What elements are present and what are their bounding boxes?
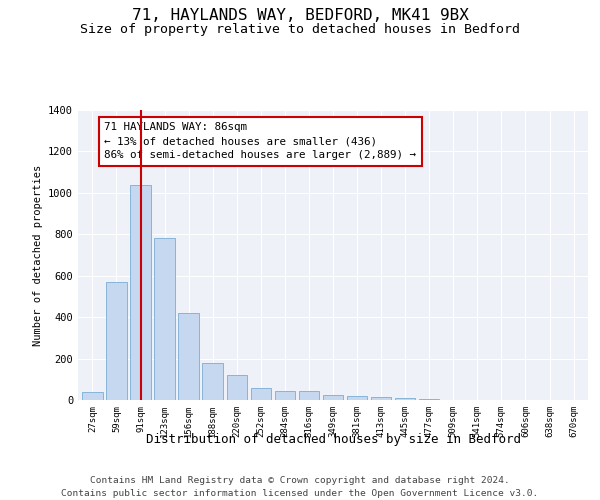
Bar: [178, 313, 199, 400]
Text: Contains HM Land Registry data © Crown copyright and database right 2024.: Contains HM Land Registry data © Crown c…: [90, 476, 510, 485]
Bar: [251, 388, 271, 400]
Text: Distribution of detached houses by size in Bedford: Distribution of detached houses by size …: [146, 432, 521, 446]
Bar: [82, 392, 103, 400]
Bar: [299, 390, 319, 400]
Y-axis label: Number of detached properties: Number of detached properties: [32, 164, 43, 346]
Text: 71 HAYLANDS WAY: 86sqm
← 13% of detached houses are smaller (436)
86% of semi-de: 71 HAYLANDS WAY: 86sqm ← 13% of detached…: [104, 122, 416, 160]
Bar: [371, 397, 391, 400]
Bar: [275, 390, 295, 400]
Text: 71, HAYLANDS WAY, BEDFORD, MK41 9BX: 71, HAYLANDS WAY, BEDFORD, MK41 9BX: [131, 8, 469, 22]
Bar: [227, 375, 247, 400]
Bar: [130, 184, 151, 400]
Text: Size of property relative to detached houses in Bedford: Size of property relative to detached ho…: [80, 22, 520, 36]
Bar: [347, 396, 367, 400]
Bar: [154, 238, 175, 400]
Bar: [395, 398, 415, 400]
Bar: [106, 282, 127, 400]
Bar: [323, 395, 343, 400]
Bar: [202, 362, 223, 400]
Text: Contains public sector information licensed under the Open Government Licence v3: Contains public sector information licen…: [61, 489, 539, 498]
